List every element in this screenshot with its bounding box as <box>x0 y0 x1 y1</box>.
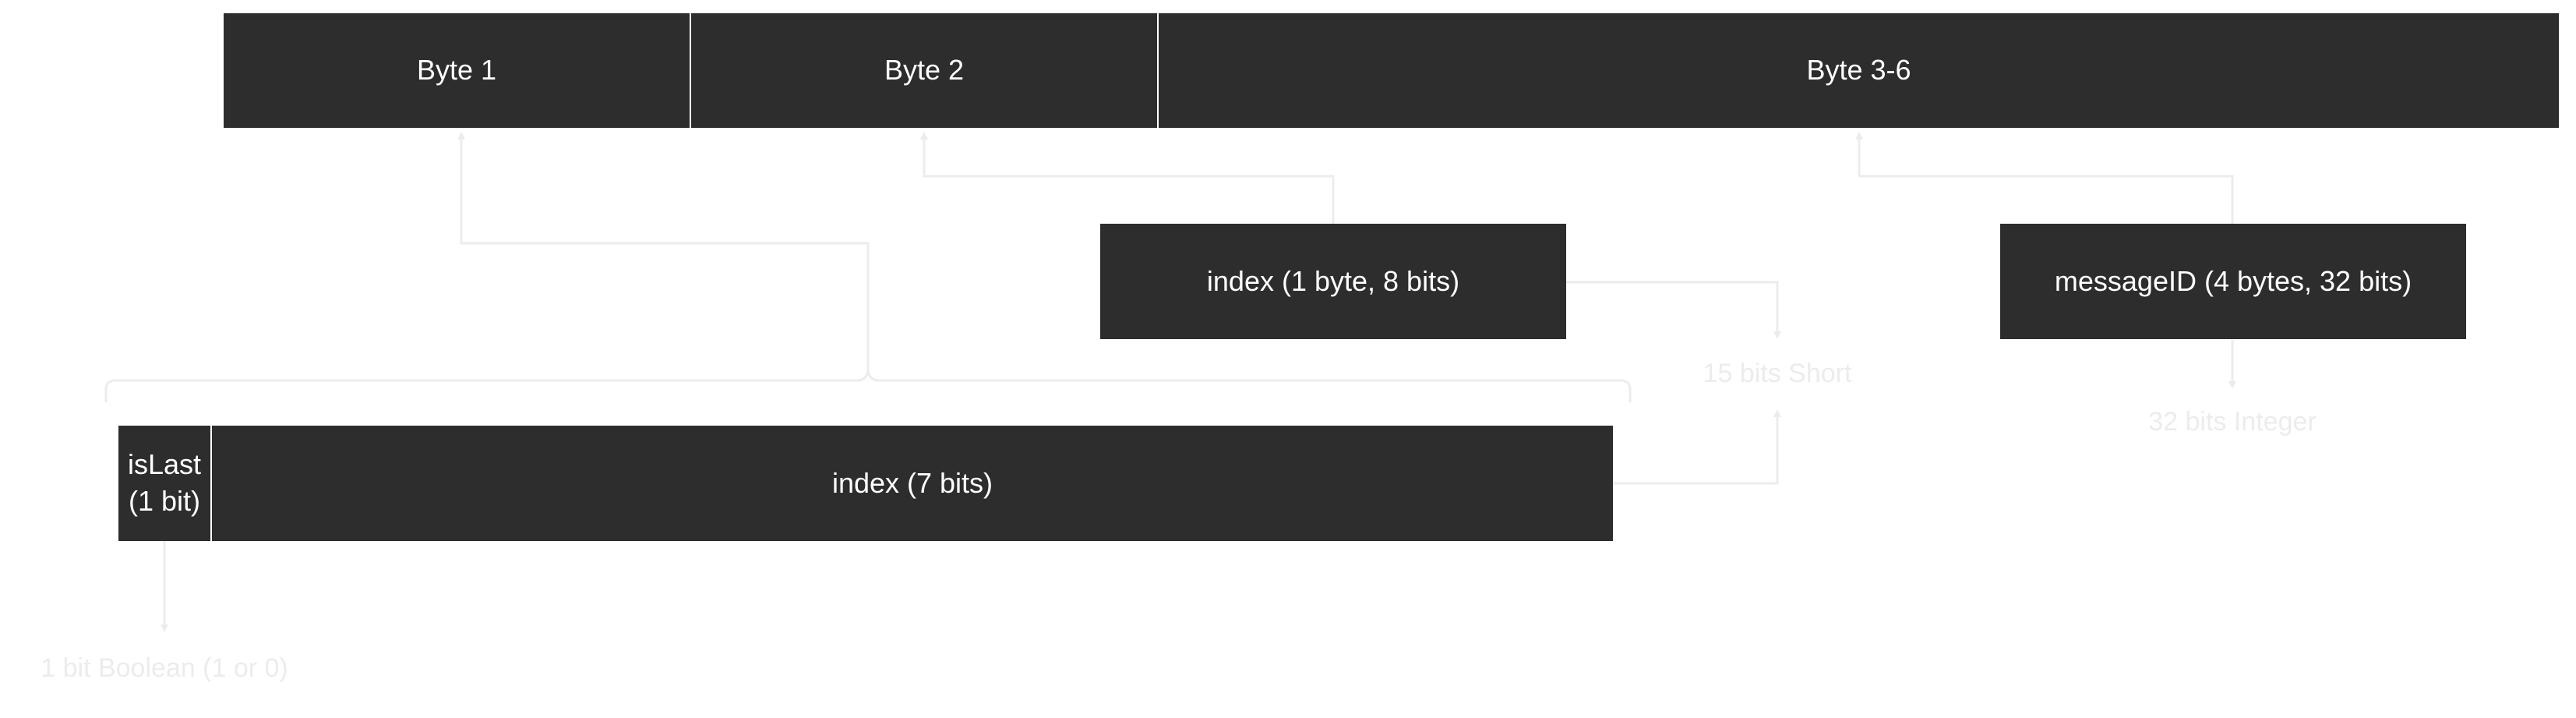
index-bits-label: index (7 bits) <box>831 466 993 499</box>
message-id-field: messageID (4 bytes, 32 bits) <box>2000 224 2466 339</box>
byte-1-label: Byte 1 <box>416 54 497 87</box>
message-id-label: messageID (4 bytes, 32 bits) <box>2054 264 2412 297</box>
short-type-label: 15 bits Short <box>1703 359 1852 388</box>
index-bits-field: index (7 bits) <box>212 426 1613 541</box>
connector-index7-to-short <box>1613 409 1781 485</box>
byte-3-6-label: Byte 3-6 <box>1806 54 1911 87</box>
byte-2-label: Byte 2 <box>884 54 965 87</box>
integer-type-label: 32 bits Integer <box>2148 407 2317 437</box>
is-last-bit-field: isLast (1 bit) <box>118 426 210 541</box>
connector-index-to-byte2 <box>920 132 1335 224</box>
brace <box>104 367 1632 402</box>
is-last-size-label: (1 bit) <box>128 485 201 517</box>
byte-1-cell: Byte 1 <box>224 13 690 128</box>
connector-messageid-to-byte36 <box>1855 132 2234 224</box>
byte-2-cell: Byte 2 <box>691 13 1157 128</box>
connector-index-to-short <box>1566 281 1781 339</box>
boolean-type-label: 1 bit Boolean (1 or 0) <box>41 653 288 683</box>
is-last-label: isLast <box>127 448 202 481</box>
index-byte-field: index (1 byte, 8 bits) <box>1100 224 1566 339</box>
connector-brace-to-byte1 <box>457 132 870 368</box>
byte-3-6-cell: Byte 3-6 <box>1159 13 2559 128</box>
index-byte-label: index (1 byte, 8 bits) <box>1206 264 1460 297</box>
